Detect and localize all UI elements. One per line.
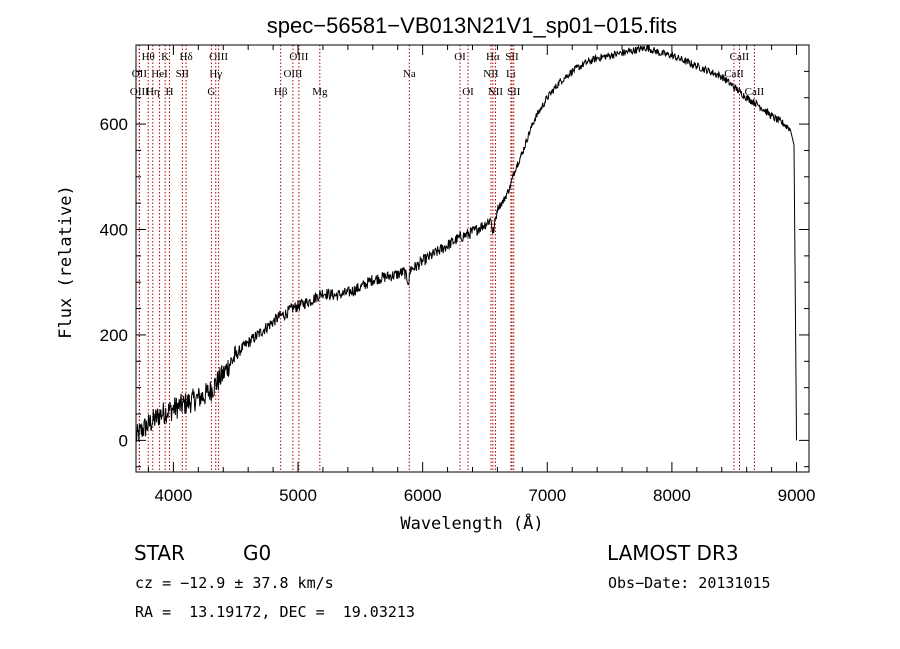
subclass: G0 xyxy=(243,541,272,565)
flux-series-line xyxy=(135,44,797,442)
object-class: STAR xyxy=(134,541,185,565)
line-label: Mg xyxy=(312,86,328,98)
line-label: SII xyxy=(505,51,519,63)
y-tick-label: 400 xyxy=(100,221,128,240)
plot-area xyxy=(135,44,810,473)
x-axis-label: Wavelength (Å) xyxy=(400,512,543,534)
y-tick-label: 0 xyxy=(119,431,128,450)
line-label: Hβ xyxy=(274,86,288,98)
line-label: Li xyxy=(506,68,516,80)
x-tick-label: 5000 xyxy=(279,486,317,505)
x-tick-label: 7000 xyxy=(528,486,566,505)
y-tick-label: 200 xyxy=(100,326,128,345)
line-label: Na xyxy=(403,68,416,80)
line-label: Hα xyxy=(486,51,500,63)
line-label: SII xyxy=(507,86,521,98)
line-label: CaII xyxy=(724,68,744,80)
line-label: OIII xyxy=(209,51,228,63)
x-tick-label: 9000 xyxy=(778,486,816,505)
coordinates: RA = 13.19172, DEC = 19.03213 xyxy=(135,603,415,621)
line-label: OIII xyxy=(130,86,149,98)
axis-ticks: 4000 5000 6000 7000 8000 9000 0 200 400 600 xyxy=(100,44,816,505)
redshift-cz: cz = −12.9 ± 37.8 km/s xyxy=(135,574,334,592)
line-label: Hθ xyxy=(142,51,155,63)
line-label: CaII xyxy=(730,51,750,63)
x-tick-label: 6000 xyxy=(404,486,442,505)
survey-name: LAMOST DR3 xyxy=(607,541,739,565)
y-axis-label: Flux (relative) xyxy=(56,185,76,339)
line-label: H xyxy=(166,86,174,98)
line-label: NII xyxy=(488,86,504,98)
plot-frame xyxy=(135,44,810,473)
line-label: NII xyxy=(483,68,499,80)
chart-title: spec−56581−VB013N21V1_sp01−015.fits xyxy=(267,13,677,38)
line-label: HeI xyxy=(151,68,168,80)
line-label: SII xyxy=(176,68,190,80)
x-tick-label: 4000 xyxy=(154,486,192,505)
line-label: OIII xyxy=(289,51,308,63)
x-tick-label: 8000 xyxy=(653,486,691,505)
line-label: OI xyxy=(462,86,474,98)
line-label: Hγ xyxy=(209,68,222,80)
observation-date: Obs−Date: 20131015 xyxy=(608,574,771,592)
line-label: Hη xyxy=(146,86,160,98)
line-label: CaII xyxy=(745,86,765,98)
y-tick-label: 600 xyxy=(100,115,128,134)
line-label: OIII xyxy=(283,68,302,80)
line-label: OI xyxy=(454,51,466,63)
line-label: K xyxy=(161,51,169,63)
line-label: G xyxy=(207,86,215,98)
line-label: Hδ xyxy=(180,51,193,63)
